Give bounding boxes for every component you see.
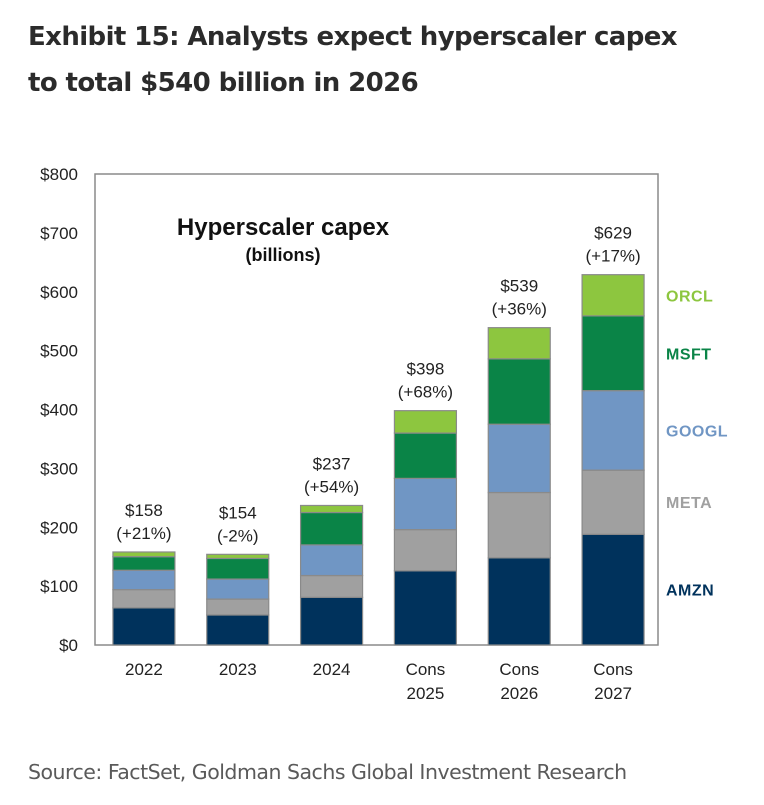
y-tick-label: $200: [40, 518, 78, 537]
bar-segment-googl: [581, 390, 645, 471]
total-value-label: $398: [407, 360, 445, 379]
bar-segment-orcl: [487, 327, 551, 360]
bar-segment-googl: [299, 544, 364, 577]
y-tick-label: $300: [40, 459, 78, 478]
growth-label: (+21%): [116, 524, 171, 543]
bar-segment-msft: [206, 557, 270, 580]
bar-segment-amzn: [487, 557, 551, 646]
legend: AMZN META GOOGL MSFT ORCL: [666, 288, 728, 599]
growth-label: (+17%): [585, 247, 640, 266]
bar-segment-meta: [299, 574, 364, 598]
x-tick-label: 2026: [500, 684, 538, 703]
bar-segment-msft: [299, 511, 364, 546]
x-tick-label: Cons: [406, 660, 446, 679]
total-value-label: $158: [125, 501, 163, 520]
bar-segment-googl: [112, 569, 176, 591]
x-tick-label: 2023: [219, 660, 257, 679]
bar-segment-googl: [487, 423, 551, 494]
y-tick-label: $500: [40, 342, 78, 361]
x-axis: 2022 2023 2024 Cons 2025 Cons 2026 Cons 2027: [125, 660, 633, 703]
legend-label-orcl: ORCL: [666, 288, 713, 305]
x-tick-label: 2024: [313, 660, 351, 679]
y-tick-label: $800: [40, 165, 78, 184]
total-value-label: $154: [219, 503, 257, 522]
bar-segment-meta: [112, 589, 176, 609]
growth-label: (+68%): [398, 383, 453, 402]
total-value-label: $629: [594, 224, 632, 243]
growth-label: (+54%): [304, 477, 359, 496]
x-tick-label: 2022: [125, 660, 163, 679]
growth-label: (-2%): [217, 526, 259, 545]
bar-segment-meta: [487, 491, 551, 559]
legend-label-googl: GOOGL: [666, 423, 728, 440]
chart-subtitle: (billions): [246, 245, 321, 265]
bar-segment-amzn: [112, 607, 176, 646]
plot-area: [94, 173, 659, 646]
bar-segment-orcl: [299, 504, 364, 514]
bar-segment-amzn: [393, 570, 458, 646]
bar-stack: [487, 327, 551, 646]
bar-segment-orcl: [112, 551, 176, 558]
y-tick-label: $400: [40, 401, 78, 420]
x-tick-label: 2027: [594, 684, 632, 703]
bar-segment-meta: [581, 469, 645, 535]
bar-stacks: [112, 274, 645, 646]
bar-segment-googl: [206, 578, 270, 600]
bar-segment-msft: [581, 315, 645, 392]
y-tick-label: $700: [40, 224, 78, 243]
source-note: Source: FactSet, Goldman Sachs Global In…: [28, 760, 627, 784]
bar-segment-orcl: [206, 553, 270, 560]
bar-stack: [206, 553, 270, 646]
bar-segment-orcl: [581, 274, 645, 317]
bar-segment-meta: [393, 529, 458, 572]
growth-label: (+36%): [492, 300, 547, 319]
bar-stack: [299, 504, 364, 646]
bar-stack: [393, 410, 458, 646]
total-labels: $158 (+21%) $154 (-2%) $237 (+54%) $398 (+68%) $…: [116, 224, 640, 546]
total-value-label: $539: [500, 277, 538, 296]
legend-label-msft: MSFT: [666, 346, 712, 363]
bar-segment-amzn: [581, 533, 645, 646]
y-tick-label: $100: [40, 577, 78, 596]
x-tick-label: Cons: [593, 660, 633, 679]
bar-stack: [112, 551, 176, 646]
bar-segment-amzn: [299, 596, 364, 646]
y-axis: $0 $100 $200 $300 $400 $500 $600 $700 $800: [40, 165, 78, 655]
bar-segment-meta: [206, 598, 270, 616]
x-tick-label: Cons: [499, 660, 539, 679]
y-tick-label: $0: [59, 636, 78, 655]
exhibit-title: Exhibit 15: Analysts expect hyperscaler …: [28, 14, 758, 106]
bar-segment-msft: [112, 556, 176, 571]
legend-label-meta: META: [666, 495, 712, 512]
bar-segment-msft: [393, 432, 458, 479]
bar-segment-msft: [487, 358, 551, 425]
bar-stack: [581, 274, 645, 646]
x-tick-label: 2025: [407, 684, 445, 703]
bar-segment-googl: [393, 477, 458, 531]
bar-segment-orcl: [393, 410, 458, 434]
exhibit-title-line-2: to total $540 billion in 2026: [28, 68, 419, 98]
exhibit-title-line-1: Exhibit 15: Analysts expect hyperscaler …: [28, 22, 678, 52]
y-tick-label: $600: [40, 283, 78, 302]
chart-title: Hyperscaler capex: [177, 214, 390, 241]
legend-label-amzn: AMZN: [666, 583, 714, 600]
bar-segment-amzn: [206, 614, 270, 646]
total-value-label: $237: [313, 454, 351, 473]
